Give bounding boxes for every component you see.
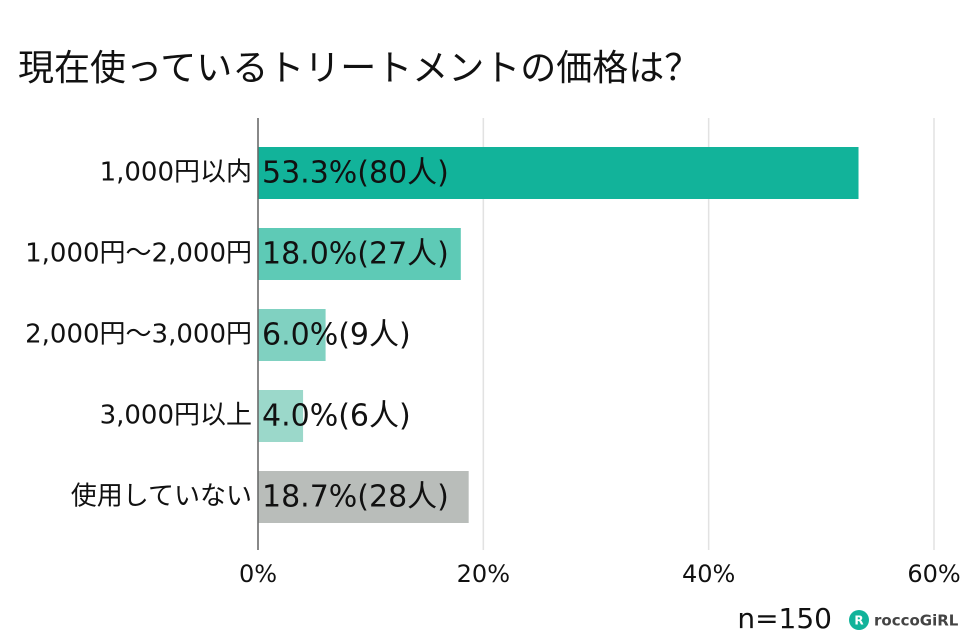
chart-title: 現在使っているトリートメントの価格は？ <box>18 48 700 89</box>
x-tick-label: 60% <box>907 560 960 588</box>
bar <box>258 309 326 361</box>
category-label: 2,000円～3,000円 <box>25 320 252 350</box>
value-label: 53.3%(80人) <box>262 156 449 191</box>
logo: roccoGiRL <box>874 612 959 630</box>
bar <box>258 228 461 280</box>
bar <box>258 471 469 523</box>
category-label: 使用していない <box>71 482 252 512</box>
logo-icon-letter: R <box>854 614 863 628</box>
x-tick-label: 20% <box>457 560 510 588</box>
category-label: 3,000円以上 <box>100 401 252 431</box>
category-label: 1,000円以内 <box>100 158 252 188</box>
value-label: 4.0%(6人) <box>262 399 411 434</box>
value-label: 6.0%(9人) <box>262 318 411 353</box>
value-label: 18.7%(28人) <box>262 480 449 515</box>
bar <box>258 147 859 199</box>
sample-size-note: n=150 <box>737 602 832 635</box>
x-tick-label: 0% <box>239 560 277 588</box>
value-label: 18.0%(27人) <box>262 237 449 272</box>
bar <box>258 390 304 442</box>
logo-icon <box>849 610 869 630</box>
x-tick-label: 40% <box>682 560 735 588</box>
category-label: 1,000円～2,000円 <box>25 239 252 269</box>
